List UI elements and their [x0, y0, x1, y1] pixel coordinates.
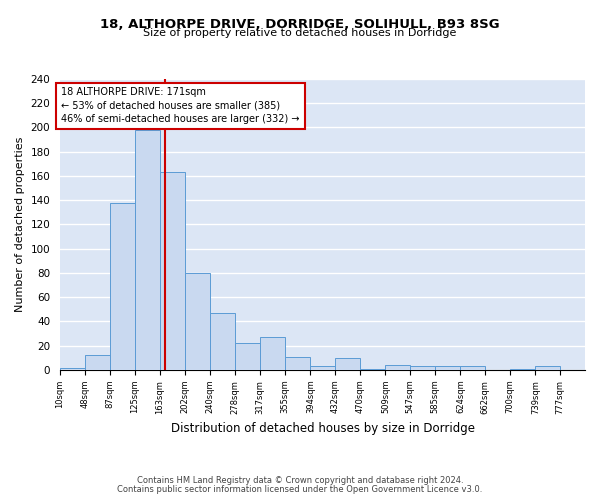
Bar	[160, 172, 185, 370]
Text: 18, ALTHORPE DRIVE, DORRIDGE, SOLIHULL, B93 8SG: 18, ALTHORPE DRIVE, DORRIDGE, SOLIHULL, …	[100, 18, 500, 30]
Bar	[260, 337, 285, 370]
Bar	[510, 368, 535, 370]
Bar	[310, 366, 335, 370]
Text: 18 ALTHORPE DRIVE: 171sqm
← 53% of detached houses are smaller (385)
46% of semi: 18 ALTHORPE DRIVE: 171sqm ← 53% of detac…	[61, 88, 300, 124]
Bar	[85, 356, 110, 370]
Y-axis label: Number of detached properties: Number of detached properties	[15, 137, 25, 312]
Bar	[235, 344, 260, 370]
X-axis label: Distribution of detached houses by size in Dorridge: Distribution of detached houses by size …	[170, 422, 475, 435]
Bar	[135, 130, 160, 370]
Bar	[60, 368, 85, 370]
Bar	[185, 273, 210, 370]
Bar	[110, 202, 135, 370]
Bar	[285, 356, 310, 370]
Bar	[460, 366, 485, 370]
Text: Contains public sector information licensed under the Open Government Licence v3: Contains public sector information licen…	[118, 485, 482, 494]
Bar	[535, 366, 560, 370]
Text: Size of property relative to detached houses in Dorridge: Size of property relative to detached ho…	[143, 28, 457, 38]
Bar	[385, 365, 410, 370]
Bar	[335, 358, 360, 370]
Bar	[360, 368, 385, 370]
Text: Contains HM Land Registry data © Crown copyright and database right 2024.: Contains HM Land Registry data © Crown c…	[137, 476, 463, 485]
Bar	[410, 366, 435, 370]
Bar	[210, 313, 235, 370]
Bar	[435, 366, 460, 370]
